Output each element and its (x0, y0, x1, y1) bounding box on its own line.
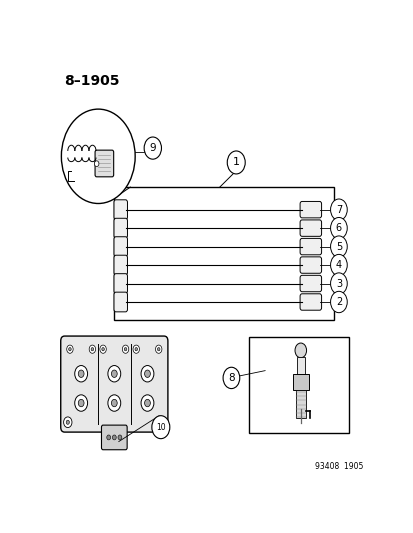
Circle shape (159, 420, 162, 424)
Circle shape (64, 417, 72, 427)
Circle shape (89, 345, 95, 353)
Circle shape (223, 367, 239, 389)
Circle shape (141, 366, 154, 382)
FancyBboxPatch shape (299, 238, 321, 255)
Circle shape (330, 199, 347, 220)
Text: 4: 4 (335, 260, 341, 270)
Circle shape (61, 109, 135, 204)
Text: 8: 8 (228, 373, 234, 383)
Circle shape (144, 370, 150, 377)
FancyBboxPatch shape (299, 201, 321, 218)
FancyBboxPatch shape (299, 220, 321, 236)
Circle shape (330, 292, 347, 313)
Circle shape (111, 370, 117, 377)
FancyBboxPatch shape (114, 273, 127, 293)
Circle shape (108, 395, 121, 411)
Circle shape (66, 345, 73, 353)
FancyBboxPatch shape (95, 150, 114, 177)
Bar (292, 374, 308, 390)
Circle shape (157, 348, 159, 351)
Circle shape (100, 345, 106, 353)
Circle shape (107, 435, 110, 440)
Circle shape (75, 366, 88, 382)
Circle shape (78, 370, 84, 377)
Circle shape (108, 366, 121, 382)
Circle shape (141, 395, 154, 411)
Circle shape (135, 348, 137, 351)
FancyBboxPatch shape (299, 294, 321, 310)
Circle shape (152, 416, 169, 439)
Text: 3: 3 (335, 279, 341, 288)
Text: 93408  1905: 93408 1905 (314, 462, 362, 471)
Circle shape (78, 399, 84, 407)
Circle shape (156, 417, 165, 427)
Circle shape (66, 420, 69, 424)
Bar (249, 337, 348, 433)
FancyBboxPatch shape (114, 237, 127, 256)
Circle shape (102, 348, 104, 351)
Circle shape (144, 399, 150, 407)
Bar (295, 390, 305, 418)
Circle shape (124, 348, 126, 351)
Circle shape (330, 236, 347, 257)
Circle shape (330, 217, 347, 239)
Bar (296, 357, 304, 374)
FancyBboxPatch shape (299, 276, 321, 292)
Circle shape (75, 395, 88, 411)
FancyBboxPatch shape (114, 292, 127, 312)
Text: 9: 9 (149, 143, 156, 153)
Circle shape (133, 345, 139, 353)
Circle shape (330, 273, 347, 294)
Text: 1: 1 (232, 157, 239, 167)
Circle shape (69, 348, 71, 351)
FancyBboxPatch shape (114, 200, 127, 220)
Circle shape (155, 345, 161, 353)
Circle shape (122, 345, 128, 353)
Circle shape (118, 435, 121, 440)
Text: 8–1905: 8–1905 (64, 74, 120, 88)
Circle shape (330, 254, 347, 276)
Circle shape (94, 161, 99, 166)
FancyBboxPatch shape (299, 257, 321, 273)
Text: 5: 5 (335, 241, 341, 252)
Circle shape (112, 435, 116, 440)
Circle shape (294, 343, 306, 358)
Circle shape (111, 399, 117, 407)
Bar (114, 187, 333, 320)
FancyBboxPatch shape (101, 425, 127, 450)
Text: 10: 10 (156, 423, 165, 432)
Text: 2: 2 (335, 297, 341, 307)
Circle shape (91, 348, 93, 351)
Text: 6: 6 (335, 223, 341, 233)
FancyBboxPatch shape (114, 255, 127, 275)
FancyBboxPatch shape (61, 336, 168, 432)
Text: 7: 7 (335, 205, 341, 215)
FancyBboxPatch shape (114, 219, 127, 238)
Circle shape (144, 137, 161, 159)
Circle shape (227, 151, 244, 174)
